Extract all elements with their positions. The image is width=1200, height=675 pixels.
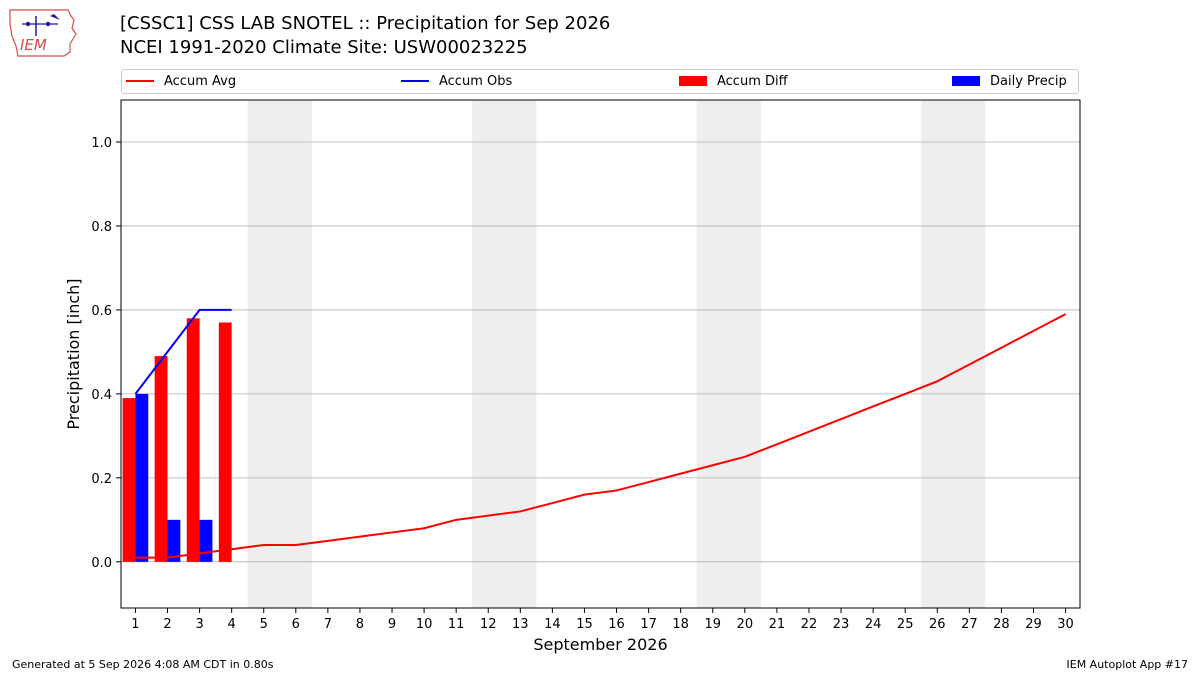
x-tick-label-14: 14 (544, 617, 561, 632)
title-line-2: NCEI 1991-2020 Climate Site: USW00023225 (120, 37, 528, 58)
legend-swatch-accum-diff (679, 75, 707, 86)
x-tick-label-3: 3 (195, 617, 203, 632)
x-tick-label-29: 29 (1025, 617, 1042, 632)
x-tick-label-6: 6 (292, 617, 300, 632)
bar-daily-precip-day-3 (199, 519, 213, 562)
x-tick-label-30: 30 (1057, 617, 1074, 632)
x-tick-label-11: 11 (448, 617, 465, 632)
y-tick-label-0: 0.0 (91, 556, 112, 571)
x-tick-label-21: 21 (769, 617, 786, 632)
grid-lines (121, 141, 1080, 563)
bars (122, 318, 232, 562)
weekend-band-2 (696, 100, 761, 608)
x-tick-label-9: 9 (388, 617, 396, 632)
x-tick-label-22: 22 (801, 617, 818, 632)
weekend-band-0 (247, 100, 312, 608)
y-tick-label-2: 0.4 (91, 388, 112, 403)
y-tick-label-5: 1.0 (91, 136, 112, 151)
title-line-1: [CSSC1] CSS LAB SNOTEL :: Precipitation … (120, 13, 611, 34)
chart-title: [CSSC1] CSS LAB SNOTEL :: Precipitation … (120, 12, 610, 60)
iem-logo: IEM (9, 9, 77, 57)
x-tick-label-5: 5 (260, 617, 268, 632)
legend-label-accum-diff: Accum Diff (717, 74, 788, 89)
bar-daily-precip-day-1 (135, 393, 149, 562)
legend-swatch-accum-obs (401, 79, 429, 82)
bar-daily-precip-day-2 (167, 519, 181, 562)
weekend-band-1 (472, 100, 537, 608)
weekend-shading (247, 100, 986, 608)
x-tick-label-23: 23 (833, 617, 850, 632)
lines (134, 308, 1067, 559)
legend-label-daily-precip: Daily Precip (990, 74, 1067, 89)
plot-frame (120, 99, 1081, 609)
bar-accum-diff-day-2 (154, 356, 168, 562)
line-accum-obs (134, 308, 232, 395)
bar-accum-diff-day-1 (122, 398, 136, 562)
x-tick-label-10: 10 (416, 617, 433, 632)
line-accum-avg (135, 313, 1067, 559)
x-axis-label: September 2026 (533, 635, 667, 654)
axes: 0.00.20.40.60.81.01 2 3 4 5 6 7 8 9 10 11 12 13 14 15 1… (91, 136, 1074, 632)
legend-item-accum-obs: Accum Obs (401, 74, 512, 90)
weather-station-icon (22, 14, 60, 36)
bar-accum-diff-day-3 (186, 318, 200, 562)
y-tick-label-3: 0.6 (91, 304, 112, 319)
x-tick-label-17: 17 (640, 617, 657, 632)
x-tick-label-24: 24 (865, 617, 882, 632)
x-tick-label-18: 18 (672, 617, 689, 632)
x-tick-label-28: 28 (993, 617, 1010, 632)
legend-item-daily-precip: Daily Precip (952, 74, 1067, 90)
x-tick-label-1: 1 (131, 617, 139, 632)
x-tick-label-13: 13 (512, 617, 529, 632)
legend-item-accum-diff: Accum Diff (679, 74, 788, 90)
logo-text: IEM (20, 36, 47, 54)
legend-label-accum-avg: Accum Avg (164, 74, 237, 89)
x-tick-label-25: 25 (897, 617, 914, 632)
x-tick-label-26: 26 (929, 617, 946, 632)
x-tick-label-19: 19 (704, 617, 721, 632)
legend-swatch-daily-precip (952, 75, 980, 86)
y-axis-label: Precipitation [inch] (64, 278, 83, 429)
legend-label-accum-obs: Accum Obs (439, 74, 513, 89)
x-tick-label-20: 20 (737, 617, 754, 632)
legend-swatch-accum-avg (126, 79, 154, 82)
y-tick-label-4: 0.8 (91, 220, 112, 235)
x-tick-label-4: 4 (228, 617, 236, 632)
x-tick-label-15: 15 (576, 617, 593, 632)
legend-item-accum-avg: Accum Avg (126, 74, 236, 90)
y-tick-label-1: 0.2 (91, 472, 112, 487)
x-tick-label-16: 16 (608, 617, 625, 632)
footer-app: IEM Autoplot App #17 (1066, 658, 1189, 671)
x-tick-label-8: 8 (356, 617, 364, 632)
bar-accum-diff-day-4 (218, 322, 232, 562)
x-tick-label-2: 2 (163, 617, 171, 632)
x-tick-label-7: 7 (324, 617, 332, 632)
iowa-outline-icon (9, 9, 77, 57)
x-tick-label-27: 27 (961, 617, 978, 632)
legend: Accum Avg Accum Obs Accum Diff Daily Pre… (121, 69, 1079, 94)
x-tick-label-12: 12 (480, 617, 497, 632)
footer-generated: Generated at 5 Sep 2026 4:08 AM CDT in 0… (12, 658, 274, 671)
weekend-band-3 (921, 100, 986, 608)
